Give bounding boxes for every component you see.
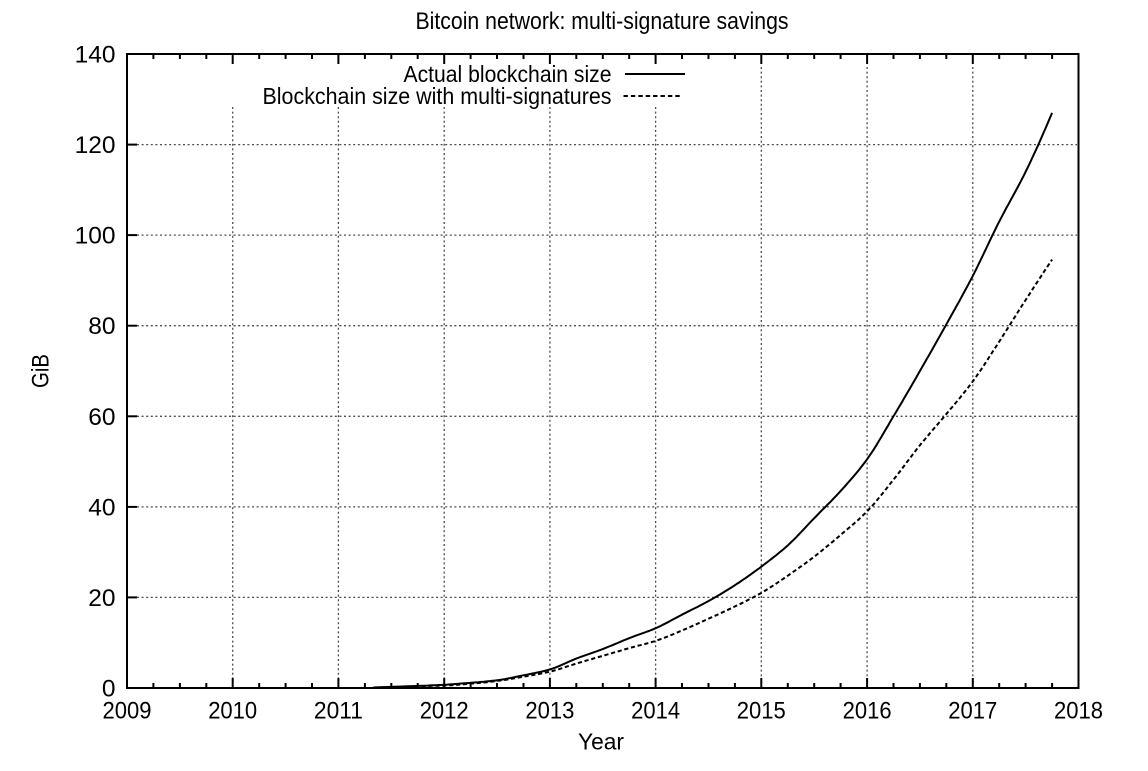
svg-text:2010: 2010 <box>208 698 257 725</box>
svg-text:2012: 2012 <box>420 698 469 725</box>
svg-text:140: 140 <box>75 42 116 69</box>
svg-text:Blockchain size with multi-sig: Blockchain size with multi-signatures <box>263 83 612 109</box>
svg-text:Actual blockchain size: Actual blockchain size <box>404 61 612 87</box>
svg-text:2016: 2016 <box>843 698 892 725</box>
svg-text:120: 120 <box>75 132 116 159</box>
svg-text:100: 100 <box>75 223 116 250</box>
svg-text:80: 80 <box>88 313 115 340</box>
svg-text:Bitcoin network: multi-signatu: Bitcoin network: multi-signature savings <box>416 8 789 35</box>
svg-text:2015: 2015 <box>737 698 786 725</box>
svg-text:2009: 2009 <box>103 698 152 725</box>
svg-text:0: 0 <box>102 676 116 703</box>
svg-text:2017: 2017 <box>948 698 997 725</box>
svg-text:40: 40 <box>88 494 115 521</box>
svg-text:2018: 2018 <box>1054 698 1103 725</box>
svg-text:Year: Year <box>578 729 624 755</box>
svg-text:20: 20 <box>88 585 115 612</box>
svg-text:GiB: GiB <box>28 354 55 388</box>
svg-text:2013: 2013 <box>525 698 574 725</box>
svg-text:2011: 2011 <box>314 698 363 725</box>
svg-text:2014: 2014 <box>631 698 680 725</box>
svg-text:60: 60 <box>88 404 115 431</box>
